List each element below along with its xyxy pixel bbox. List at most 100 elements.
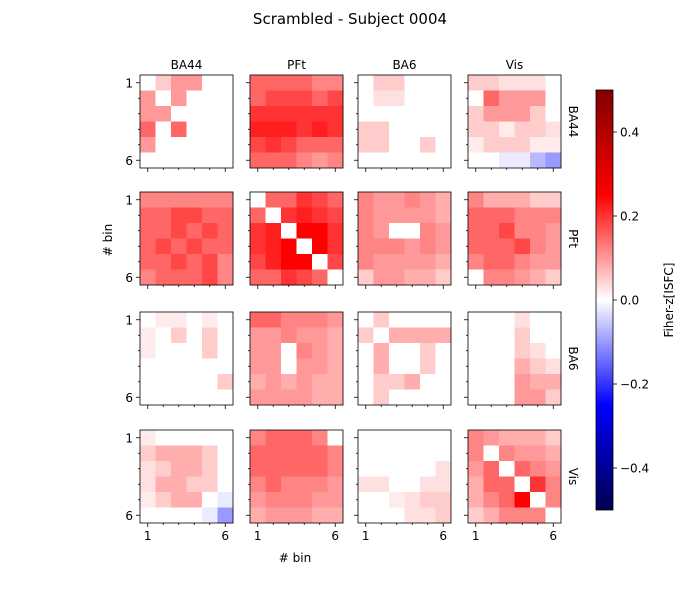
heatmap-cell (265, 374, 282, 390)
heatmap-cell (545, 389, 562, 406)
heatmap-cell (514, 358, 531, 375)
heatmap-cell (186, 492, 203, 508)
heatmap-cell (435, 121, 452, 138)
heatmap-cell (404, 476, 421, 493)
heatmap-cell (373, 254, 390, 270)
row-title: BA6 (566, 346, 580, 370)
heatmap-cell (468, 90, 484, 107)
heatmap-cell (545, 492, 562, 508)
colorbar-tick-label: −0.4 (620, 462, 649, 476)
heatmap-cell (373, 445, 390, 462)
heatmap-cell (373, 476, 390, 493)
heatmap-cell (202, 389, 218, 406)
heatmap-cell (327, 207, 344, 224)
heatmap-cell (404, 121, 421, 138)
heatmap-cell (296, 389, 313, 406)
heatmap-cell (545, 207, 562, 224)
heatmap-cell (420, 223, 436, 239)
x-axis-label: # bin (279, 551, 311, 565)
heatmap-cell (373, 343, 390, 359)
heatmap-cell (420, 430, 436, 446)
colorbar-tick-label: 0.4 (620, 126, 639, 140)
heatmap-cell (327, 106, 344, 122)
heatmap-cell (217, 507, 234, 524)
heatmap-cell (420, 507, 436, 524)
heatmap-cell (358, 343, 374, 359)
heatmap-cell (217, 223, 234, 239)
heatmap-cell (373, 192, 390, 208)
heatmap-cell (250, 312, 266, 328)
heatmap-cell (530, 389, 546, 406)
heatmap-cell (483, 238, 500, 255)
heatmap-cell (140, 327, 156, 344)
heatmap-cell (358, 461, 374, 477)
heatmap-cell (389, 389, 405, 406)
heatmap-cell (217, 90, 234, 107)
heatmap-cell (389, 492, 405, 508)
heatmap-cell (171, 207, 187, 224)
heatmap-cell (250, 106, 266, 122)
heatmap-cell (545, 343, 562, 359)
heatmap-cell (312, 269, 328, 286)
heatmap-cell (186, 192, 203, 208)
heatmap-cell (265, 476, 282, 493)
heatmap-cell (186, 121, 203, 138)
colorbar-gradient (595, 89, 614, 511)
heatmap-cell (202, 238, 218, 255)
heatmap-cell (514, 476, 531, 493)
heatmap-cell (483, 430, 500, 446)
heatmap-cell (499, 476, 515, 493)
heatmap-cell (468, 461, 484, 477)
heatmap-cell (327, 254, 344, 270)
heatmap-cell (499, 192, 515, 208)
heatmap-cell (186, 327, 203, 344)
heatmap-cell (265, 223, 282, 239)
heatmap-cell (155, 507, 172, 524)
heatmap-cell (296, 223, 313, 239)
heatmap-cell (327, 389, 344, 406)
heatmap-cell (389, 476, 405, 493)
heatmap-cell (140, 75, 156, 91)
heatmap-cell (140, 207, 156, 224)
heatmap-cell (358, 358, 374, 375)
heatmap-cell (202, 137, 218, 153)
heatmap-cell (420, 492, 436, 508)
heatmap-cell (281, 207, 297, 224)
heatmap-cell (265, 461, 282, 477)
heatmap-cell (327, 223, 344, 239)
heatmap-cell (250, 192, 266, 208)
heatmap-cell (265, 445, 282, 462)
panel-frame (467, 191, 562, 286)
heatmap-cell (499, 327, 515, 344)
heatmap-cell (514, 389, 531, 406)
heatmap-cell (327, 137, 344, 153)
heatmap-panel-Vis-Vis (464, 429, 562, 527)
heatmap-cell (171, 312, 187, 328)
heatmap-cell (435, 152, 452, 169)
heatmap-cell (499, 312, 515, 328)
heatmap-cell (530, 507, 546, 524)
heatmap-cell (358, 269, 374, 286)
heatmap-cell (140, 238, 156, 255)
heatmap-cell (468, 75, 484, 91)
heatmap-cell (202, 207, 218, 224)
heatmap-cell (389, 137, 405, 153)
heatmap-cell (514, 374, 531, 390)
heatmap-cell (420, 137, 436, 153)
heatmap-cell (468, 312, 484, 328)
x-tick-label: 6 (331, 529, 339, 543)
heatmap-cell (296, 492, 313, 508)
heatmap-cell (404, 75, 421, 91)
heatmap-cell (281, 137, 297, 153)
heatmap-cell (250, 343, 266, 359)
panel-frame (357, 74, 452, 169)
heatmap-cell (420, 269, 436, 286)
heatmap-cell (530, 75, 546, 91)
heatmap-cell (281, 327, 297, 344)
heatmap-cell (202, 445, 218, 462)
heatmap-cell (468, 192, 484, 208)
heatmap-cell (217, 106, 234, 122)
heatmap-cell (312, 90, 328, 107)
heatmap-cell (140, 461, 156, 477)
heatmap-cell (186, 358, 203, 375)
